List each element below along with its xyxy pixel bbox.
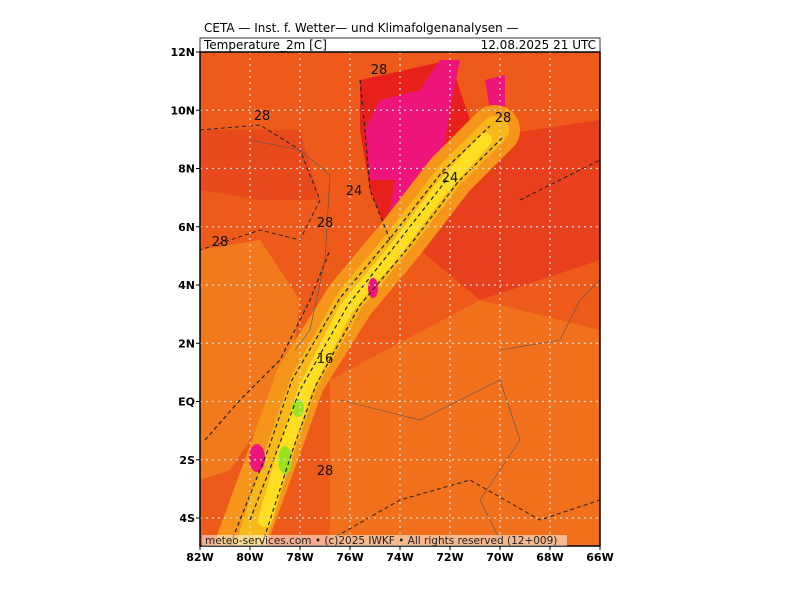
contour-label: 28 [371, 63, 388, 78]
lon-label: 74W [386, 551, 413, 564]
lon-label: 72W [436, 551, 463, 564]
lat-label: 10N [170, 104, 195, 117]
footer-bg [202, 535, 567, 546]
contour-label: 16 [317, 352, 334, 367]
lat-label: 4S [179, 512, 195, 525]
graticule [200, 52, 600, 546]
lon-label: 78W [286, 551, 313, 564]
temperature-field [200, 52, 600, 546]
lon-label: 82W [186, 551, 213, 564]
variable: Temperature_2m [C] [203, 38, 327, 52]
contour-label: 28 [317, 216, 334, 231]
lat-label: 4N [178, 279, 195, 292]
lon-label: 80W [236, 551, 263, 564]
contour-label: 28 [212, 235, 229, 250]
datetime: 12.08.2025 21 UTC [481, 38, 596, 52]
contour-label: 24 [442, 171, 459, 186]
lon-label: 68W [536, 551, 563, 564]
contour-label: 24 [346, 184, 363, 199]
lat-label: 12N [170, 46, 195, 59]
lat-label: 2S [179, 454, 195, 467]
contour-label: 28 [317, 464, 334, 479]
footer: meteo-services.com • (c)2025 IWKF • All … [205, 535, 557, 547]
lat-label: EQ [178, 396, 195, 409]
lon-label: 76W [336, 551, 363, 564]
contour-label: 28 [495, 111, 512, 126]
title: CETA — Inst. f. Wetter— und Klimafolgena… [204, 21, 519, 35]
lon-label: 70W [486, 551, 513, 564]
lat-label: 2N [178, 337, 195, 350]
lon-label: 66W [586, 551, 613, 564]
lat-label: 8N [178, 163, 195, 176]
lat-label: 6N [178, 221, 195, 234]
contour-label: 28 [254, 109, 271, 124]
